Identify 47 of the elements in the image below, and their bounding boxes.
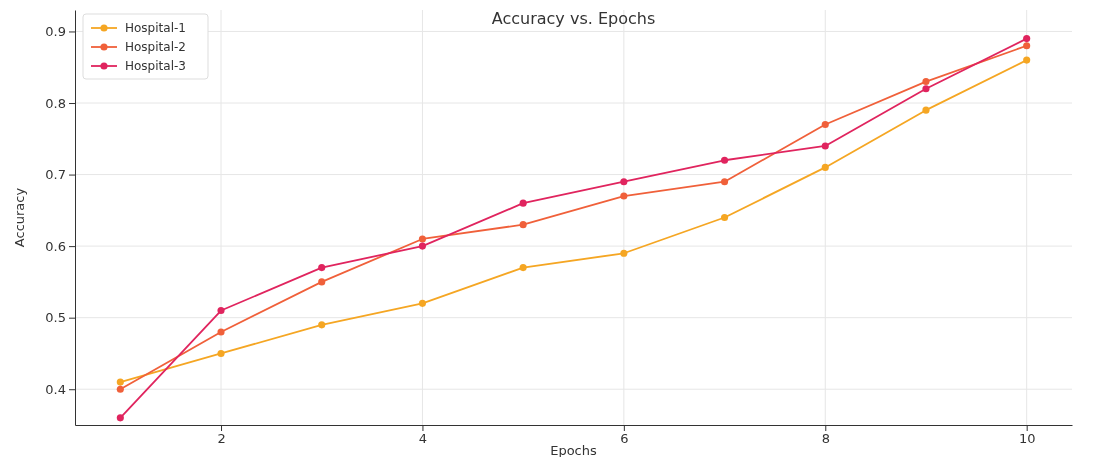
- y-tick-label: 0.8: [45, 95, 66, 111]
- legend-label: Hospital-1: [125, 21, 186, 35]
- point: [1023, 42, 1031, 50]
- point: [217, 328, 225, 336]
- point: [519, 264, 527, 272]
- x-tick-label: 8: [821, 431, 830, 447]
- point: [418, 242, 427, 250]
- chart-title: Accuracy vs. Epochs: [491, 9, 656, 28]
- point: [116, 414, 124, 422]
- point: [217, 349, 225, 358]
- point: [116, 378, 124, 386]
- legend-label: Hospital-2: [125, 40, 186, 54]
- point: [922, 106, 930, 114]
- point: [620, 249, 628, 257]
- x-tick-label: 4: [418, 431, 428, 447]
- point: [418, 235, 427, 243]
- point: [519, 199, 527, 207]
- point: [720, 156, 729, 164]
- x-axis-title: Epochs: [550, 443, 598, 457]
- point: [720, 213, 729, 222]
- point: [821, 163, 829, 171]
- y-tick-label: 0.4: [45, 381, 66, 397]
- point: [318, 264, 326, 272]
- y-axis-title: Accuracy: [12, 187, 27, 248]
- point: [720, 178, 729, 186]
- y-tick-label: 0.5: [45, 310, 66, 326]
- legend-label: Hospital-3: [125, 59, 186, 73]
- point: [318, 278, 326, 286]
- point: [620, 178, 628, 186]
- point: [1023, 35, 1031, 43]
- point: [116, 385, 124, 393]
- y-tick-label: 0.6: [45, 238, 66, 254]
- point: [821, 142, 829, 150]
- y-tick-label: 0.7: [45, 167, 66, 183]
- y-tick-label: 0.9: [45, 24, 66, 40]
- point: [1023, 56, 1031, 64]
- point: [922, 85, 930, 93]
- point: [519, 221, 527, 229]
- point: [922, 77, 930, 86]
- point: [217, 306, 225, 315]
- point: [418, 299, 427, 307]
- x-tick-label: 2: [217, 431, 226, 447]
- x-tick-label: 6: [620, 431, 629, 447]
- point: [620, 192, 628, 200]
- point: [821, 120, 829, 129]
- x-tick-label: 10: [1018, 431, 1036, 447]
- point: [318, 321, 326, 329]
